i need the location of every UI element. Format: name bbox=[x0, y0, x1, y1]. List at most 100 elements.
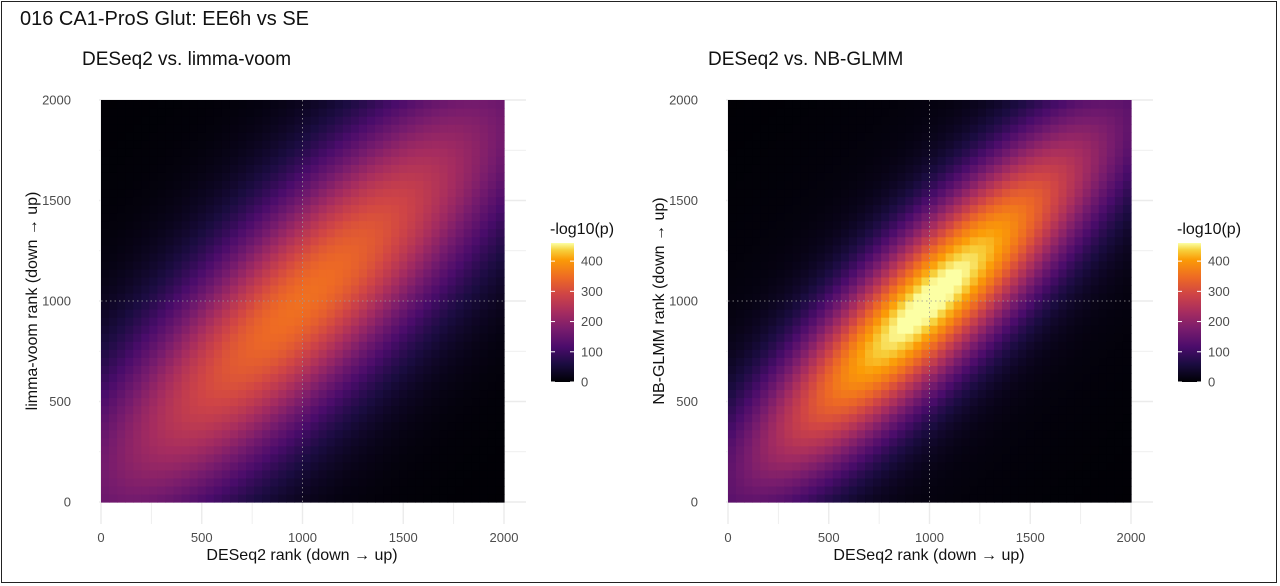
heatmap-cell bbox=[213, 381, 223, 391]
heatmap-cell bbox=[776, 204, 786, 214]
heatmap-cell bbox=[897, 341, 906, 350]
heatmap-cell bbox=[270, 389, 279, 399]
heatmap-cell bbox=[326, 156, 336, 165]
heatmap-cell bbox=[937, 405, 947, 415]
heatmap-cell bbox=[439, 469, 449, 479]
heatmap-cell bbox=[1066, 485, 1076, 495]
heatmap-cell bbox=[375, 485, 384, 495]
heatmap-cell bbox=[985, 228, 995, 238]
heatmap-cell bbox=[399, 437, 408, 447]
heatmap-cell bbox=[431, 469, 441, 479]
heatmap-cell bbox=[278, 172, 287, 181]
heatmap-cell bbox=[455, 268, 465, 278]
heatmap-cell bbox=[431, 252, 441, 262]
heatmap-cell bbox=[471, 188, 481, 198]
heatmap-cell bbox=[342, 325, 352, 334]
heatmap-cell bbox=[760, 276, 769, 286]
heatmap-cell bbox=[961, 100, 971, 109]
heatmap-cell bbox=[375, 357, 384, 366]
heatmap-cell bbox=[407, 148, 416, 157]
heatmap-cell bbox=[463, 204, 473, 214]
heatmap-cell bbox=[463, 172, 473, 181]
heatmap-cell bbox=[1018, 381, 1027, 391]
heatmap-cell bbox=[407, 172, 416, 181]
heatmap-cell bbox=[471, 196, 481, 206]
heatmap-cell bbox=[350, 244, 360, 254]
heatmap-cell bbox=[270, 196, 279, 206]
heatmap-cell bbox=[824, 389, 834, 399]
heatmap-cell bbox=[399, 397, 408, 407]
heatmap-cell bbox=[495, 421, 505, 431]
heatmap-cell bbox=[1090, 228, 1100, 238]
heatmap-cell bbox=[141, 172, 150, 181]
heatmap-cell bbox=[141, 413, 150, 423]
heatmap-cell bbox=[768, 349, 777, 358]
heatmap-cell bbox=[1002, 228, 1011, 238]
heatmap-cell bbox=[1018, 405, 1027, 415]
heatmap-cell bbox=[189, 485, 199, 495]
heatmap-cell bbox=[905, 252, 914, 262]
heatmap-cell bbox=[278, 445, 287, 455]
heatmap-cell bbox=[800, 164, 810, 173]
heatmap-cell bbox=[760, 373, 769, 382]
heatmap-cell bbox=[824, 284, 834, 294]
heatmap-cell bbox=[431, 453, 441, 463]
heatmap-cell bbox=[881, 220, 890, 230]
heatmap-cell bbox=[848, 333, 858, 342]
heatmap-cell bbox=[832, 108, 842, 117]
heatmap-cell bbox=[229, 140, 239, 149]
heatmap-cell bbox=[848, 172, 858, 181]
heatmap-cell bbox=[181, 405, 191, 415]
heatmap-cell bbox=[913, 309, 923, 318]
heatmap-cell bbox=[423, 212, 433, 222]
heatmap-cell bbox=[455, 148, 465, 157]
heatmap-cell bbox=[238, 204, 247, 214]
heatmap-cell bbox=[760, 292, 769, 302]
heatmap-cell bbox=[744, 108, 753, 117]
heatmap-cell bbox=[945, 172, 955, 181]
heatmap-cell bbox=[776, 485, 786, 495]
heatmap-cell bbox=[881, 485, 890, 495]
heatmap-cell bbox=[358, 260, 368, 270]
heatmap-cell bbox=[455, 116, 465, 125]
heatmap-cell bbox=[1114, 397, 1124, 407]
heatmap-cell bbox=[977, 389, 987, 399]
heatmap-cell bbox=[1050, 349, 1060, 358]
heatmap-cell bbox=[463, 461, 473, 471]
heatmap-cell bbox=[1026, 140, 1035, 149]
heatmap-cell bbox=[423, 341, 433, 350]
heatmap-cell bbox=[407, 405, 416, 415]
heatmap-cell bbox=[431, 365, 441, 374]
heatmap-cell bbox=[832, 469, 842, 479]
heatmap-cell bbox=[197, 445, 207, 455]
heatmap-cell bbox=[1090, 389, 1100, 399]
heatmap-cell bbox=[165, 477, 175, 487]
heatmap-cell bbox=[985, 461, 995, 471]
heatmap-cell bbox=[816, 365, 826, 374]
heatmap-cell bbox=[1106, 260, 1116, 270]
heatmap-cell bbox=[1050, 212, 1060, 222]
heatmap-cell bbox=[1026, 421, 1035, 431]
heatmap-cell bbox=[848, 148, 858, 157]
heatmap-cell bbox=[736, 132, 745, 141]
heatmap-cell bbox=[752, 148, 761, 157]
heatmap-cell bbox=[1050, 469, 1060, 479]
heatmap-cell bbox=[881, 172, 890, 181]
heatmap-cell bbox=[905, 148, 914, 157]
heatmap-cell bbox=[1058, 140, 1068, 149]
heatmap-cell bbox=[254, 325, 263, 334]
heatmap-cell bbox=[141, 276, 150, 286]
heatmap-cell bbox=[407, 325, 416, 334]
heatmap-cell bbox=[447, 405, 457, 415]
heatmap-cell bbox=[1058, 164, 1068, 173]
heatmap-cell bbox=[856, 196, 866, 206]
heatmap-cell bbox=[1026, 252, 1035, 262]
heatmap-cell bbox=[1034, 212, 1043, 222]
heatmap-cell bbox=[881, 100, 890, 109]
heatmap-cell bbox=[937, 108, 947, 117]
heatmap-cell bbox=[993, 108, 1003, 117]
heatmap-cell bbox=[744, 309, 753, 318]
heatmap-cell bbox=[1082, 260, 1092, 270]
heatmap-cell bbox=[728, 493, 737, 503]
heatmap-cell bbox=[246, 172, 255, 181]
